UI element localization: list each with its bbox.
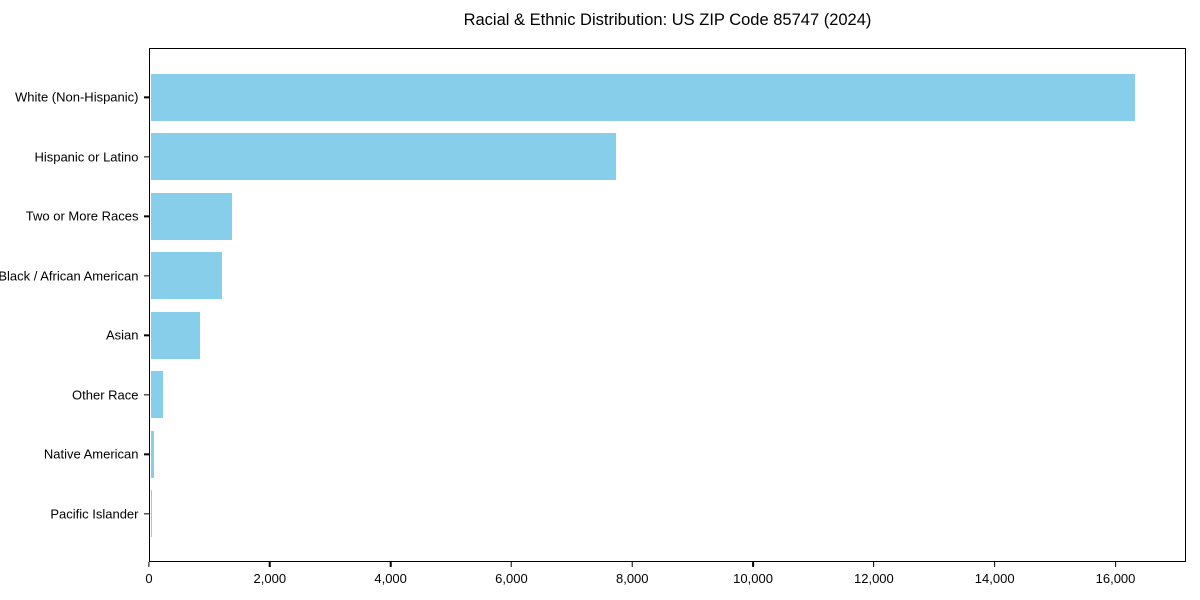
bar [150,192,232,240]
x-tick-mark [1114,562,1117,567]
x-tick-mark [631,562,633,567]
x-tick: 8,000 [616,562,649,586]
x-tick: 0 [145,562,153,586]
x-tick-label: 6,000 [495,571,528,586]
bar [150,371,163,419]
y-tick-mark [144,453,149,455]
bar-row: White (Non-Hispanic) [15,68,1185,128]
y-axis-label: Other Race [72,387,139,403]
x-tick: 6,000 [495,562,528,586]
x-tick: 14,000 [975,562,1015,586]
x-tick-label: 14,000 [974,571,1015,586]
bar [150,490,152,538]
x-tick-mark [148,562,150,567]
x-tick-mark [269,562,271,567]
x-tick: 2,000 [253,562,287,586]
x-tick-mark [752,562,754,567]
bar [150,73,1136,121]
y-axis-label: Hispanic or Latino [34,149,139,165]
x-tick-label: 2,000 [253,571,287,586]
bar [150,133,617,181]
bar-row: Two or More Races [26,187,1185,247]
bar-row: Other Race [72,365,1185,425]
x-tick-label: 8,000 [615,571,649,586]
x-tick: 16,000 [1095,562,1136,586]
y-tick-mark [144,275,149,277]
y-axis-label: Asian [105,327,139,343]
x-tick: 4,000 [374,562,407,586]
bars-container: White (Non-Hispanic) Hispanic or Latino Tw… [0,50,1185,561]
x-tick-label: 12,000 [853,571,894,586]
bar-row: Asian [106,306,1185,366]
y-tick-mark [144,96,149,98]
bar-row: Native American [44,425,1185,485]
x-tick-mark [994,562,996,567]
y-axis-label: Pacific Islander [50,506,139,522]
y-tick-mark [144,334,149,336]
bar [150,252,223,300]
y-axis-label: Native American [43,446,139,462]
y-axis-label: White (Non-Hispanic) [14,89,139,105]
x-tick-label: 0 [145,571,153,586]
bar [150,430,155,478]
y-axis-label: Black / African American [0,268,139,284]
x-tick-label: 16,000 [1095,571,1136,586]
chart-title: Racial & Ethnic Distribution: US ZIP Cod… [463,11,872,29]
bar-row: Pacific Islander [50,484,1185,544]
y-tick-mark [144,215,149,217]
x-tick-label: 10,000 [733,571,773,586]
x-tick-mark [873,562,875,567]
x-tick-mark [510,562,513,567]
bar-row: Black / African American [0,246,1185,306]
y-tick-mark [144,156,149,158]
x-tick-label: 4,000 [374,571,407,586]
y-tick-mark [144,513,149,515]
y-tick-mark [144,394,149,396]
plot-area: White (Non-Hispanic) Hispanic or Latino Tw… [0,48,1186,586]
x-tick-mark [389,562,392,567]
bar [150,311,200,359]
y-axis-label: Two or More Races [25,208,139,224]
x-tick: 12,000 [854,562,894,586]
bar-row: Hispanic or Latino [34,127,1185,187]
x-tick: 10,000 [733,562,773,586]
